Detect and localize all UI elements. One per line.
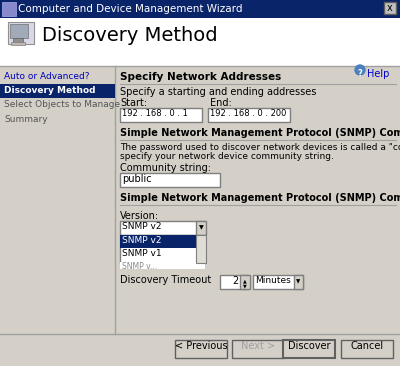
Text: Computer and Device Management Wizard: Computer and Device Management Wizard: [18, 4, 242, 14]
Text: Cancel: Cancel: [350, 341, 384, 351]
Bar: [0, 18, 400, 66]
Bar: [120, 235, 205, 263]
Text: ▼: ▼: [243, 283, 247, 288]
Text: Start:: Start:: [120, 98, 147, 108]
Bar: [232, 340, 284, 358]
Bar: [120, 173, 220, 187]
Bar: [13, 38, 23, 42]
Bar: [11, 42, 25, 45]
Text: Simple Network Management Protocol (SNMP) Community Strings: Simple Network Management Protocol (SNMP…: [120, 128, 400, 138]
Bar: [208, 108, 290, 122]
Text: Discover: Discover: [288, 341, 330, 351]
Text: 192 . 168 . 0 . 200: 192 . 168 . 0 . 200: [210, 109, 286, 118]
Bar: [10, 24, 28, 38]
Bar: [0, 84, 115, 98]
Bar: [0, 334, 400, 366]
Text: Select Objects to Manage: Select Objects to Manage: [4, 100, 120, 109]
Text: ▲: ▲: [243, 278, 247, 283]
Text: The password used to discover network devices is called a "community string". Pl: The password used to discover network de…: [120, 143, 400, 152]
Bar: [196, 235, 206, 263]
Text: SNMP v1: SNMP v1: [122, 249, 162, 258]
Text: SNMP v...: SNMP v...: [122, 262, 157, 271]
Bar: [220, 275, 248, 289]
Text: < Previous: < Previous: [175, 341, 227, 351]
Bar: [175, 340, 227, 358]
Text: Discovery Method: Discovery Method: [42, 26, 218, 45]
Bar: [8, 22, 34, 44]
Text: SNMP v2: SNMP v2: [122, 222, 162, 231]
Text: 192 . 168 . 0 . 1: 192 . 168 . 0 . 1: [122, 109, 188, 118]
Text: Minutes: Minutes: [255, 276, 291, 285]
Text: Auto or Advanced?: Auto or Advanced?: [4, 72, 90, 81]
Text: SNMP v2: SNMP v2: [122, 236, 162, 245]
Bar: [115, 66, 400, 366]
Text: Discovery Timeout: Discovery Timeout: [120, 275, 211, 285]
Text: ▼: ▼: [199, 225, 203, 231]
Text: Discovery Method: Discovery Method: [4, 86, 96, 95]
Text: x: x: [387, 3, 393, 13]
Bar: [120, 262, 205, 269]
Bar: [120, 235, 205, 248]
Text: Next >: Next >: [241, 341, 275, 351]
Text: ▼: ▼: [296, 280, 300, 284]
Bar: [341, 340, 393, 358]
Text: 2: 2: [232, 276, 238, 286]
Bar: [120, 221, 205, 235]
Text: Specify Network Addresses: Specify Network Addresses: [120, 72, 281, 82]
Circle shape: [355, 65, 365, 75]
Bar: [283, 340, 335, 358]
Text: specify your network device community string.: specify your network device community st…: [120, 152, 334, 161]
Bar: [294, 275, 303, 289]
Text: End:: End:: [210, 98, 232, 108]
Text: Version:: Version:: [120, 211, 159, 221]
Bar: [240, 275, 250, 289]
Text: Summary: Summary: [4, 115, 48, 124]
Text: Simple Network Management Protocol (SNMP) Community Version: Simple Network Management Protocol (SNMP…: [120, 193, 400, 203]
Bar: [120, 108, 202, 122]
Text: Help: Help: [367, 69, 389, 79]
Bar: [2, 2, 16, 16]
Bar: [196, 221, 206, 235]
Bar: [0, 0, 400, 18]
Bar: [384, 2, 396, 14]
Text: public: public: [122, 174, 152, 184]
Bar: [253, 275, 303, 289]
Text: ?: ?: [358, 69, 362, 78]
Text: Specify a starting and ending addresses: Specify a starting and ending addresses: [120, 87, 316, 97]
Bar: [0, 66, 115, 366]
Text: Community string:: Community string:: [120, 163, 211, 173]
